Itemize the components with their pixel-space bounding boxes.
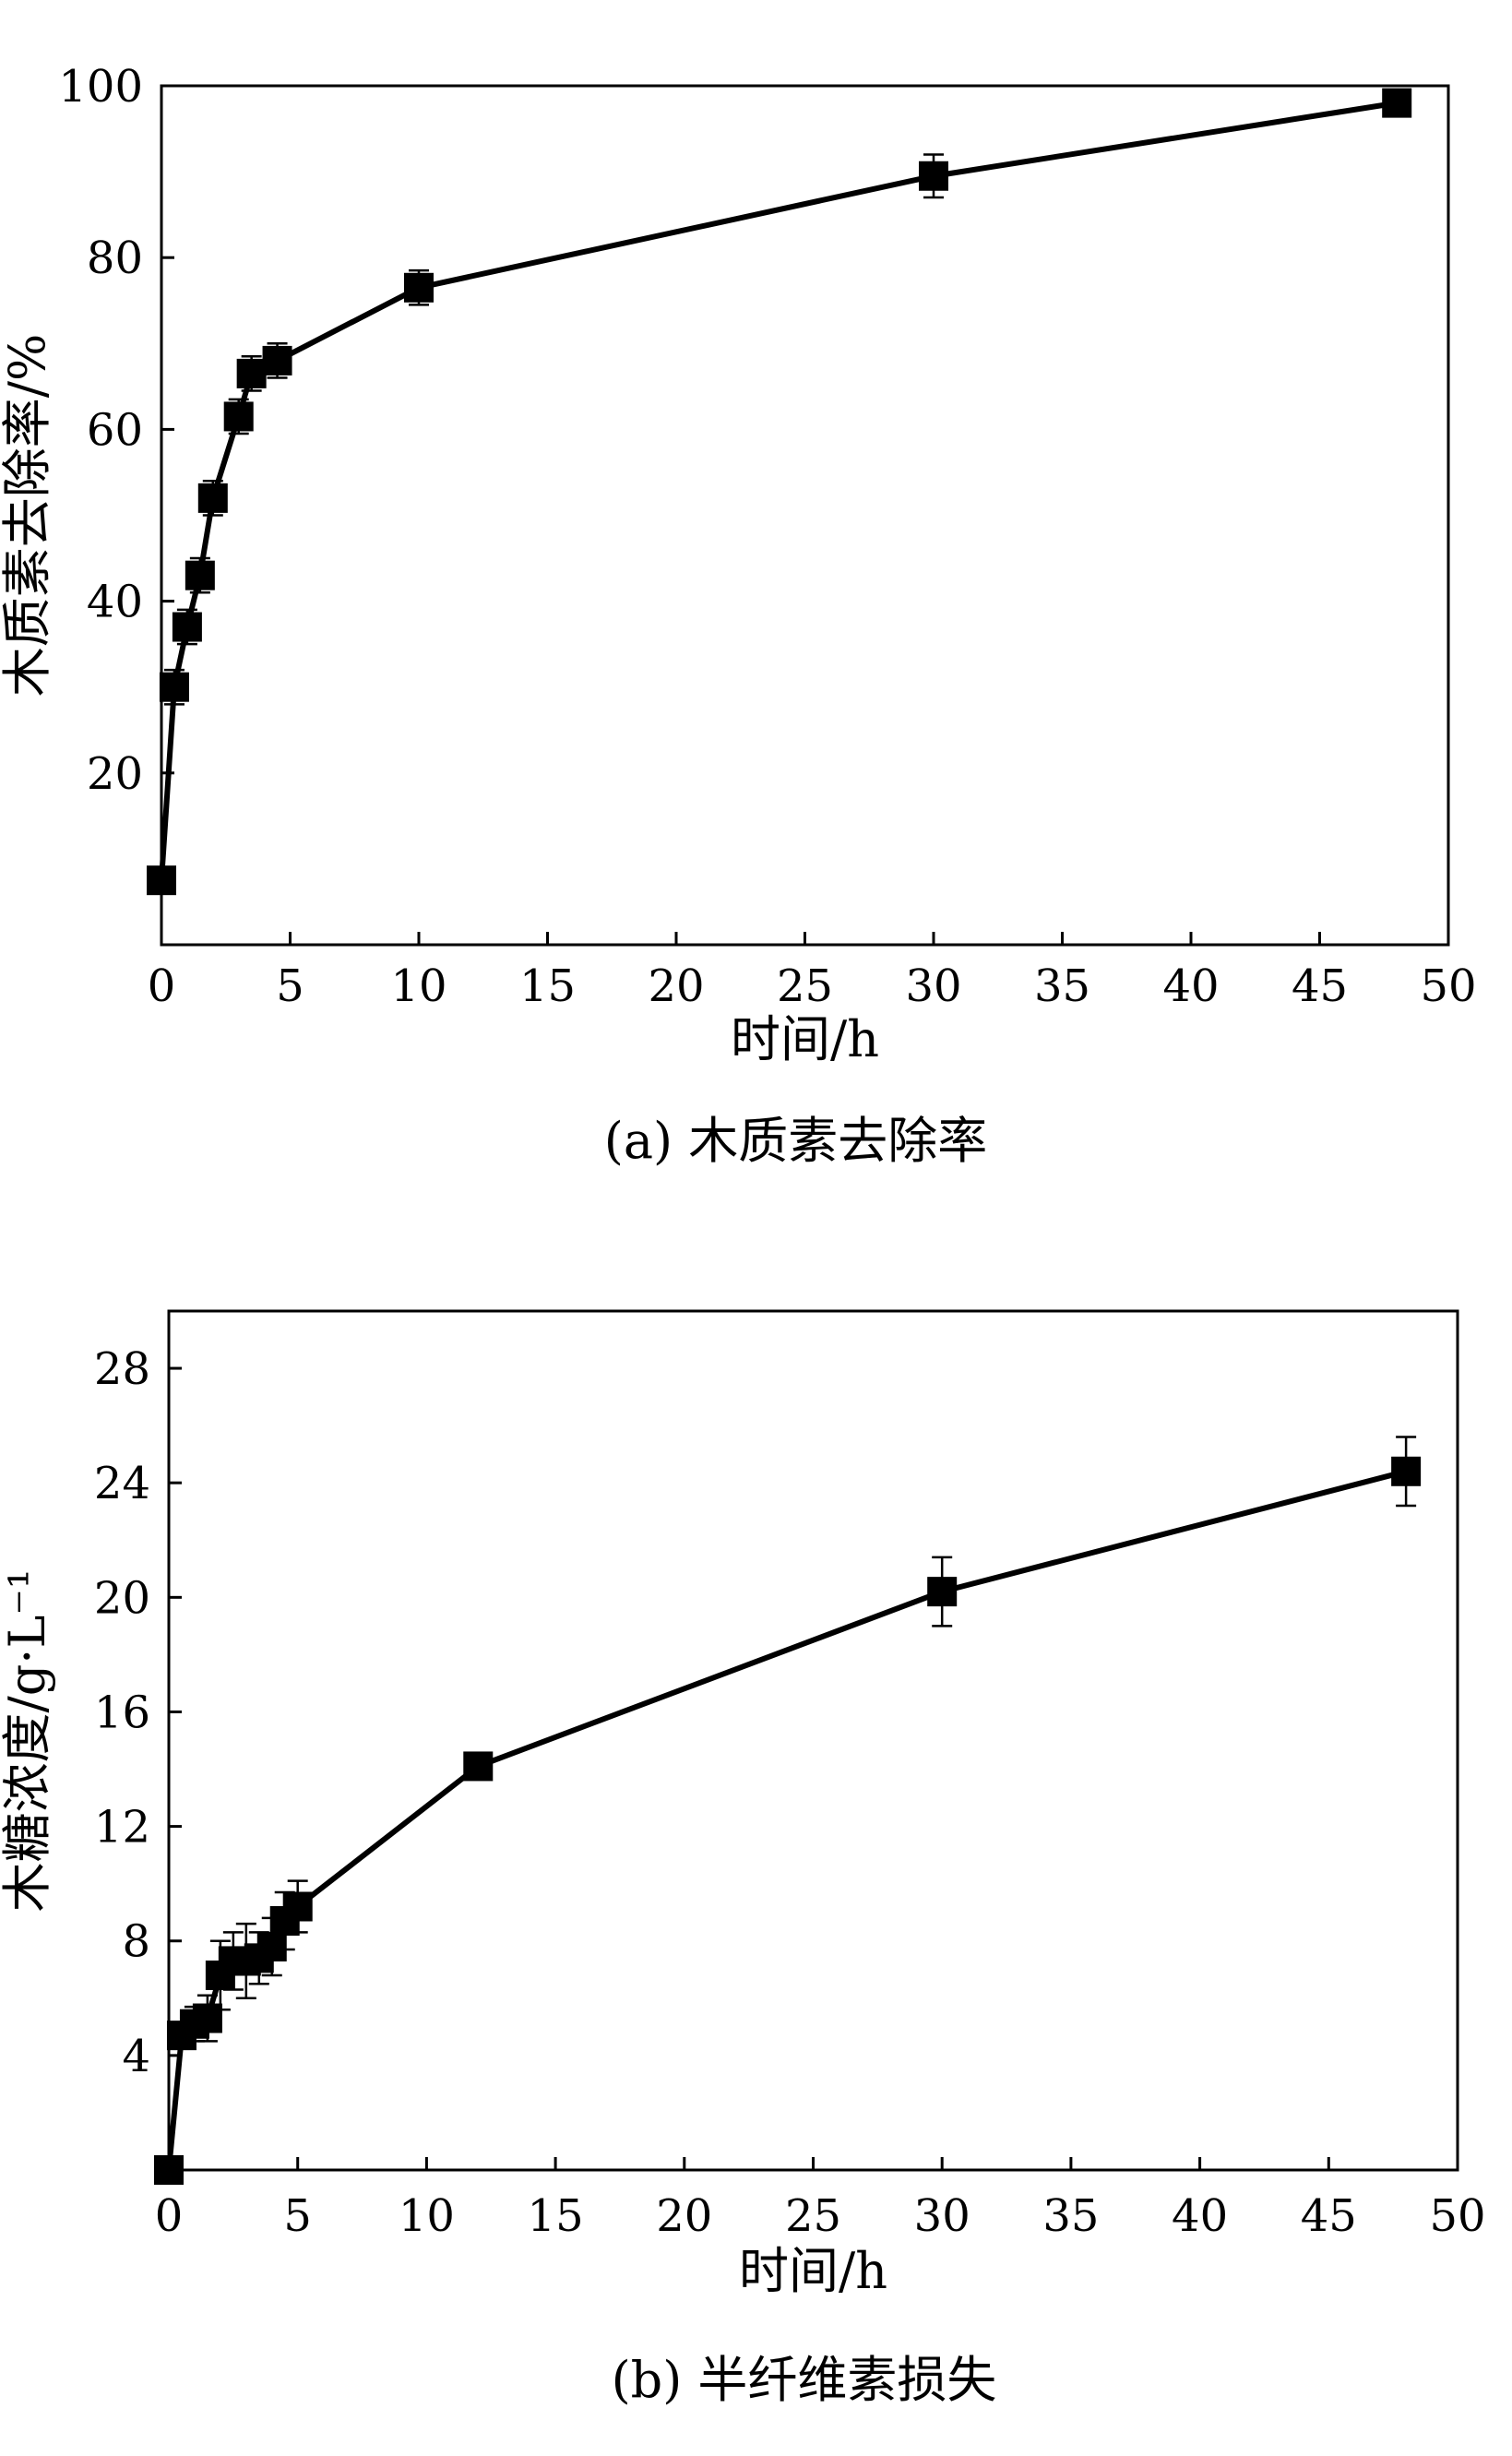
data-point [1391,1456,1422,1486]
x-tick-label: 20 [648,960,704,1012]
y-tick-label: 80 [87,232,143,284]
x-tick-label: 15 [528,2190,584,2242]
y-tick-label: 40 [87,577,143,628]
data-point [919,161,948,191]
data-point [262,345,292,376]
series-line [159,100,1398,881]
data-point [185,560,215,590]
figure-caption: (a) 木质素去除率 [604,1112,988,1170]
x-tick-label: 10 [399,2190,455,2242]
data-point [192,2003,222,2033]
x-tick-label: 45 [1292,960,1348,1012]
x-tick-label: 30 [914,2190,970,2242]
plot-frame [160,84,1450,947]
data-point [256,1931,287,1961]
chart-lignin-removal: 0 5 10 15 20 25 30 35 40 45 50 20 40 60 80 100 时间/h 木质素去除… [0,61,1477,1170]
x-tick-label: 25 [777,960,833,1012]
x-tick-label: 45 [1301,2190,1357,2242]
x-tick-label: 0 [148,960,176,1012]
y-tick-label: 24 [94,1458,150,1509]
data-point [197,483,228,513]
data-point [927,1577,958,1607]
x-tick-label: 40 [1172,2190,1228,2242]
data-point [1382,88,1412,118]
data-point [236,358,267,388]
y-tick-label: 12 [94,1802,150,1854]
data-point [147,865,176,896]
y-tick-label: 20 [94,1572,150,1624]
data-point [172,612,202,642]
data-point [463,1751,494,1782]
x-tick-label: 10 [390,960,446,1012]
data-point [159,672,189,702]
series-line [166,1468,1407,2171]
x-tick-label: 20 [656,2190,712,2242]
x-tick-label: 50 [1420,960,1476,1012]
data-point [282,1891,313,1922]
data-point [404,272,434,303]
y-tick-label: 8 [122,1916,150,1968]
x-tick-label: 35 [1042,2190,1099,2242]
chart-xylose-concentration: 0 5 10 15 20 25 30 35 40 45 50 4 8 12 16 20 24 28 时间/h 木糖浓度… [0,1309,1486,2409]
x-tick-label: 30 [905,960,961,1012]
x-tick-label: 25 [785,2190,841,2242]
y-tick-label: 20 [87,748,143,800]
x-tick-label: 15 [519,960,576,1012]
y-tick-label: 16 [94,1687,150,1738]
y-tick-label: 28 [94,1343,150,1395]
data-point [154,2155,184,2185]
data-point [223,401,254,432]
x-tick-label: 0 [155,2190,184,2242]
x-tick-label: 40 [1162,960,1219,1012]
y-tick-label: 100 [58,61,143,113]
x-axis-label: 时间/h [731,1010,879,1068]
y-tick-label: 60 [87,404,143,456]
x-tick-label: 35 [1034,960,1090,1012]
figure-caption: (b) 半纤维素损失 [612,2351,997,2409]
y-axis-label: 木质素去除率/% [0,334,56,697]
x-tick-label: 5 [276,960,304,1012]
y-tick-label: 4 [122,2031,150,2082]
x-tick-label: 50 [1429,2190,1485,2242]
plot-frame [167,1309,1459,2172]
x-axis-label: 时间/h [739,2242,887,2300]
y-axis-label: 木糖浓度/g·L⁻¹ [0,1569,56,1913]
x-tick-label: 5 [283,2190,312,2242]
